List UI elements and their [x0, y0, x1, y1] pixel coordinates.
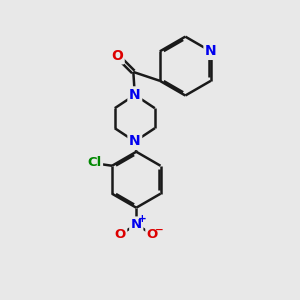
Text: −: − [154, 224, 163, 235]
Text: N: N [205, 44, 217, 58]
Text: O: O [111, 49, 123, 63]
Text: O: O [147, 228, 158, 241]
Text: +: + [138, 214, 146, 224]
Text: N: N [129, 88, 141, 102]
Text: N: N [129, 134, 141, 148]
Text: O: O [115, 228, 126, 241]
Text: Cl: Cl [87, 156, 101, 169]
Text: N: N [131, 218, 142, 231]
